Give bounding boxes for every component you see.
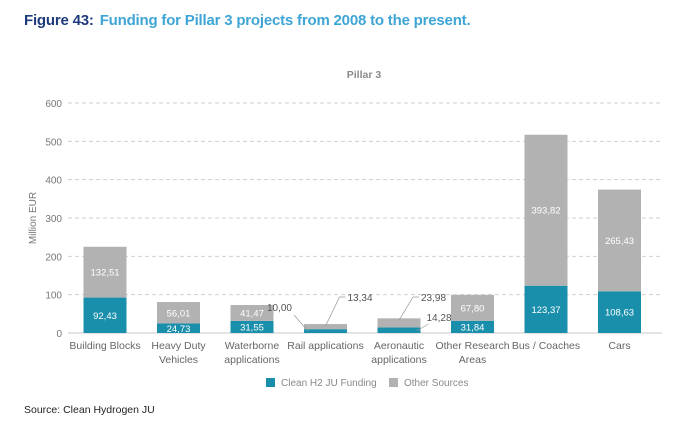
y-tick-label: 500 — [45, 137, 62, 148]
x-tick-label: Vehicles — [159, 354, 198, 366]
data-label-other-sources: 393,82 — [531, 206, 560, 217]
x-tick-label: Waterborne — [225, 340, 280, 352]
bar-clean-h2 — [524, 285, 568, 333]
data-label-other-sources: 265,43 — [605, 236, 634, 247]
data-label-other-sources: 13,34 — [348, 293, 373, 304]
bar-group: 31,55 41,47 — [230, 305, 274, 333]
bar-other-sources — [230, 305, 274, 321]
data-label-clean-h2: 24,73 — [167, 324, 191, 335]
data-label-clean-h2: 10,00 — [267, 303, 292, 314]
bar-clean-h2 — [304, 329, 347, 333]
bar-other-sources — [377, 318, 421, 328]
bar-other-sources — [451, 294, 494, 321]
bar-group: 123,37 393,82 — [524, 134, 568, 333]
chart-title: Pillar 3 — [347, 69, 382, 81]
legend-swatch — [266, 378, 275, 387]
bar-group: 108,63 265,43 — [598, 189, 641, 333]
x-tick-label: Other Research — [435, 340, 509, 352]
data-label-clean-h2: 31,55 — [240, 322, 264, 333]
y-tick-label: 100 — [45, 291, 62, 302]
x-tick-label: Heavy Duty — [151, 340, 206, 352]
stacked-bar-chart: Pillar 3 Million EUR 0 100 200 300 400 500 600… — [28, 69, 662, 389]
y-tick-label: 0 — [56, 329, 62, 340]
bar-other-sources — [304, 324, 347, 330]
bar-group: 31,84 67,80 — [451, 294, 494, 333]
x-tick-label: Rail applications — [287, 340, 363, 352]
data-label-clean-h2: 123,37 — [531, 305, 560, 316]
y-axis-label: Million EUR — [28, 192, 39, 244]
data-label-clean-h2: 14,28 — [427, 313, 452, 324]
figure-title: Figure 43: Funding for Pillar 3 projects … — [24, 12, 471, 29]
x-tick-label: Bus / Coaches — [512, 340, 580, 352]
x-tick-label: Cars — [608, 340, 630, 352]
y-tick-labels: 0 100 200 300 400 500 600 — [45, 99, 62, 340]
bar-clean-h2 — [83, 297, 127, 333]
bars: 92,43 132,51 24,73 56,01 31,55 41,47 10,00 13,3… — [83, 134, 641, 335]
data-label-clean-h2: 92,43 — [93, 311, 117, 322]
legend: Clean H2 JU Funding Other Sources — [266, 378, 468, 389]
y-tick-label: 200 — [45, 252, 62, 263]
bar-other-sources — [524, 134, 568, 286]
data-label-clean-h2: 108,63 — [605, 308, 634, 319]
data-label-clean-h2: 31,84 — [461, 322, 485, 333]
x-tick-label: applications — [224, 354, 279, 366]
bar-other-sources — [83, 246, 127, 298]
bar-clean-h2 — [451, 320, 494, 333]
bar-clean-h2 — [598, 291, 641, 333]
callout-line — [325, 296, 346, 327]
bar-clean-h2 — [157, 323, 200, 333]
x-tick-label: applications — [371, 354, 426, 366]
bar-group: 14,28 23,98 — [377, 293, 452, 333]
bar-group: 24,73 56,01 — [157, 302, 200, 335]
bar-group: 92,43 132,51 — [83, 246, 127, 333]
bar-other-sources — [598, 189, 641, 292]
callout-line — [416, 323, 429, 332]
bar-clean-h2 — [377, 327, 421, 333]
callout-line — [293, 314, 309, 332]
y-tick-label: 300 — [45, 214, 62, 225]
data-label-other-sources: 67,80 — [461, 303, 485, 314]
figure-caption: Funding for Pillar 3 projects from 2008 … — [99, 12, 471, 29]
legend-label: Other Sources — [404, 378, 468, 389]
x-tick-label: Areas — [459, 354, 486, 366]
data-label-other-sources: 56,01 — [167, 308, 191, 319]
figure-number: Figure 43: — [24, 12, 94, 29]
legend-swatch — [389, 378, 398, 387]
callout-line — [398, 296, 419, 321]
y-tick-label: 600 — [45, 99, 62, 110]
data-label-other-sources: 41,47 — [240, 308, 264, 319]
bar-other-sources — [157, 302, 200, 324]
bar-group: 10,00 13,34 — [267, 293, 373, 333]
x-tick-labels: Building Blocks Heavy Duty Vehicles Waterbo… — [69, 340, 630, 366]
data-label-other-sources: 23,98 — [421, 293, 446, 304]
bar-clean-h2 — [230, 320, 274, 333]
legend-item: Other Sources — [389, 378, 468, 389]
x-tick-label: Building Blocks — [69, 340, 140, 352]
data-label-other-sources: 132,51 — [90, 268, 119, 279]
source-note: Source: Clean Hydrogen JU — [24, 404, 155, 416]
x-tick-label: Aeronautic — [374, 340, 424, 352]
y-tick-label: 400 — [45, 176, 62, 187]
legend-item: Clean H2 JU Funding — [266, 378, 377, 389]
legend-label: Clean H2 JU Funding — [281, 378, 377, 389]
